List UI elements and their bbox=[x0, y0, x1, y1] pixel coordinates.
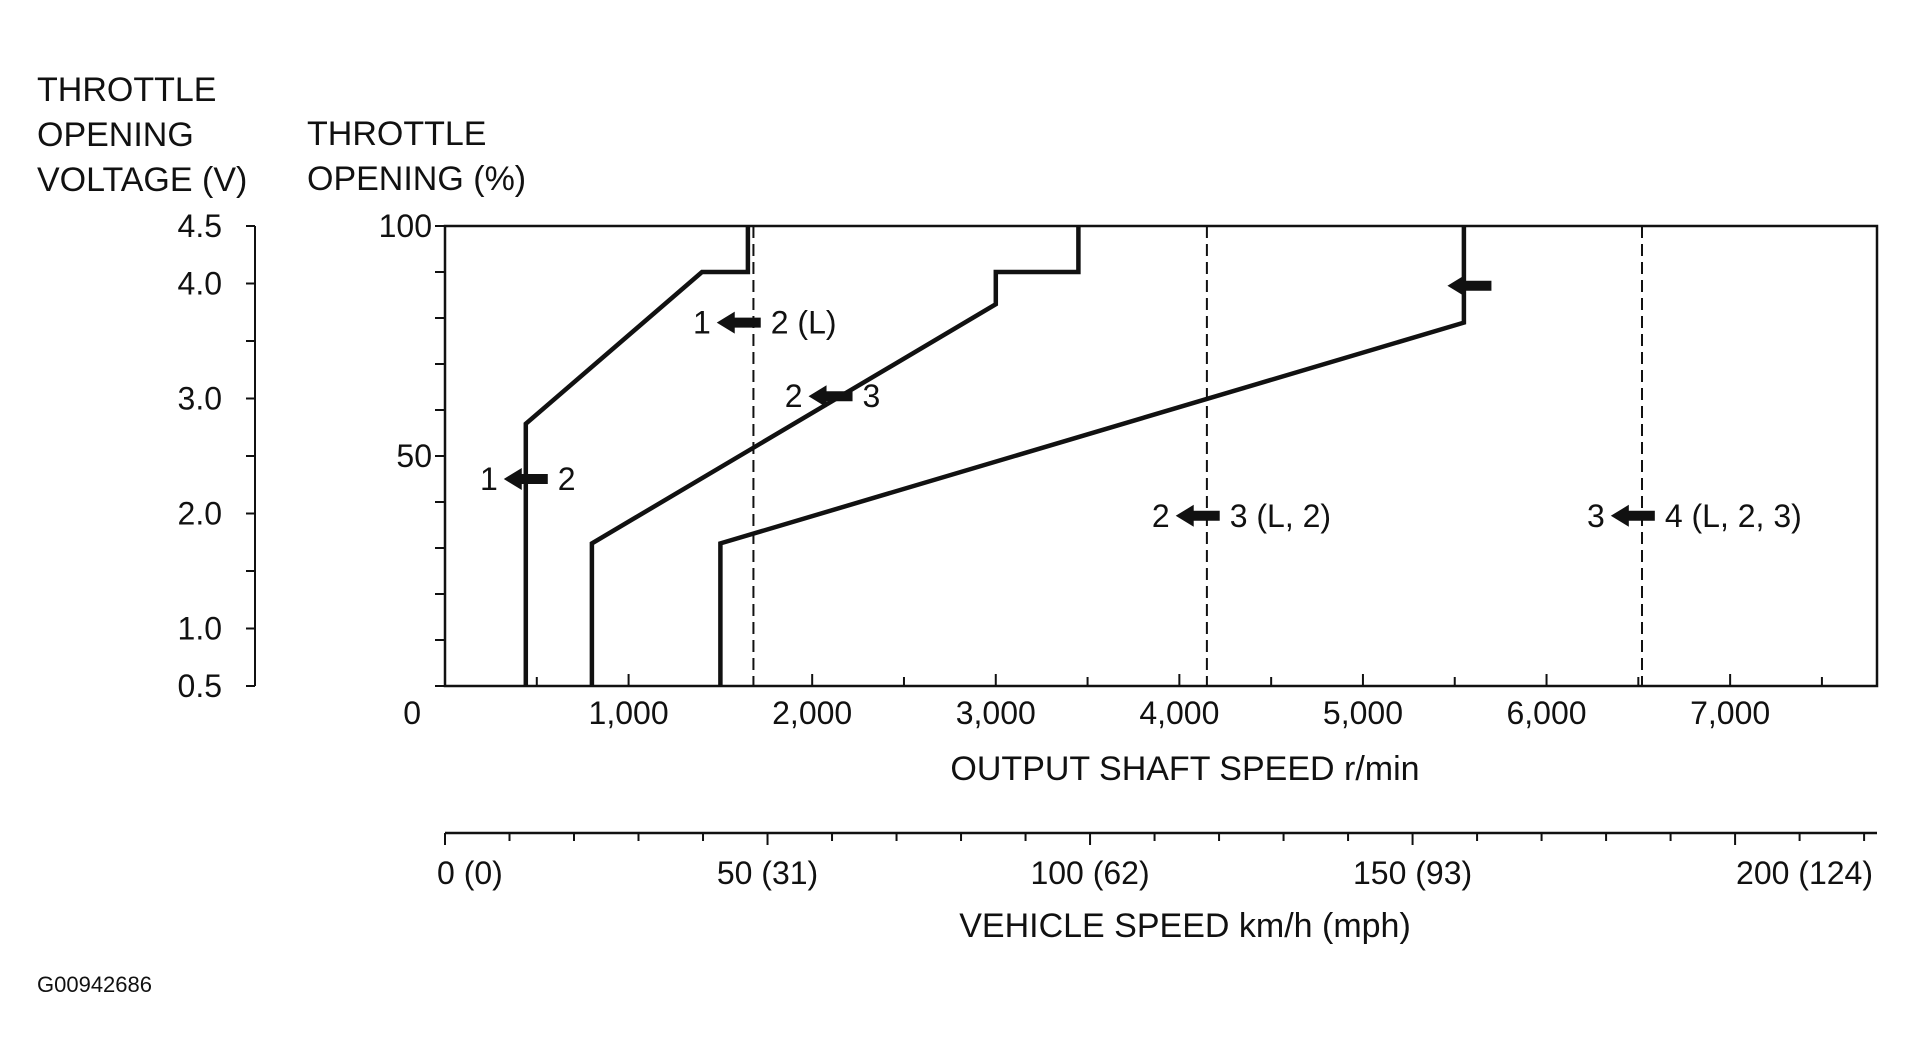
annotation-to: 2 bbox=[558, 461, 576, 497]
y-axis-label-line: THROTTLE bbox=[307, 115, 486, 153]
annotation-from: 1 bbox=[693, 305, 711, 341]
shift-annotation: 1 2 (L) bbox=[693, 305, 837, 341]
y-axis-label-line: OPENING (%) bbox=[307, 160, 526, 198]
vehicle-speed-axis-label: VEHICLE SPEED km/h (mph) bbox=[959, 907, 1411, 945]
speed-axis-tick-label: 150 (93) bbox=[1353, 855, 1472, 891]
annotation-from: 3 bbox=[1587, 498, 1605, 534]
x-axis-tick-label: 2,000 bbox=[772, 695, 852, 731]
x-axis-tick-label: 5,000 bbox=[1323, 695, 1403, 731]
left-axis-tick-label: 3.0 bbox=[178, 381, 222, 417]
speed-axis-tick-label: 100 (62) bbox=[1030, 855, 1149, 891]
left-axis-label: THROTTLE OPENING VOLTAGE (V) bbox=[37, 71, 247, 199]
plot-border bbox=[443, 224, 1879, 688]
speed-axis-tick-label: 200 (124) bbox=[1736, 855, 1873, 891]
left-arrow-icon bbox=[1610, 504, 1655, 527]
left-voltage-axis: 4.5 4.0 3.0 2.0 1.0 0.5 bbox=[178, 208, 256, 704]
left-axis-tick-label: 0.5 bbox=[178, 668, 222, 704]
upshift-line bbox=[589, 226, 1081, 686]
shift-annotation: 3 4 (L, 2, 3) bbox=[1587, 498, 1802, 534]
left-axis-tick-label: 4.0 bbox=[178, 266, 222, 302]
figure-id: G00942686 bbox=[37, 972, 152, 997]
annotation-to: 3 (L, 2) bbox=[1230, 498, 1331, 534]
shift-lines bbox=[523, 226, 1467, 686]
speed-axis-tick-label: 0 (0) bbox=[437, 855, 503, 891]
x-axis-label: OUTPUT SHAFT SPEED r/min bbox=[950, 750, 1419, 788]
x-axis-tick-label: 1,000 bbox=[589, 695, 669, 731]
annotation-from: 1 bbox=[480, 461, 498, 497]
upshift-line bbox=[718, 226, 1467, 686]
y-axis-tick-label: 0 bbox=[403, 695, 421, 731]
left-axis-label-line: OPENING bbox=[37, 116, 194, 154]
x-axis-tick-label: 3,000 bbox=[956, 695, 1036, 731]
left-arrow-icon bbox=[716, 311, 761, 334]
x-axis-tick-label: 7,000 bbox=[1690, 695, 1770, 731]
shift-annotation bbox=[1447, 274, 1492, 297]
throttle-opening-axis: 100 50 0 bbox=[379, 208, 445, 731]
y-axis-tick-label: 50 bbox=[396, 438, 432, 474]
speed-axis-tick-label: 50 (31) bbox=[717, 855, 818, 891]
plot-frame bbox=[443, 224, 1879, 688]
left-axis-label-line: THROTTLE bbox=[37, 71, 216, 109]
annotation-to: 3 bbox=[863, 378, 881, 414]
left-axis-label-line: VOLTAGE (V) bbox=[37, 161, 247, 199]
annotation-from: 2 bbox=[1152, 498, 1170, 534]
vehicle-speed-axis: 0 (0) 50 (31) 100 (62) 150 (93) 200 (124) bbox=[437, 831, 1877, 891]
left-arrow-icon bbox=[808, 385, 853, 408]
x-axis-tick-label: 6,000 bbox=[1506, 695, 1586, 731]
y-axis-label: THROTTLE OPENING (%) bbox=[307, 115, 526, 198]
upshift-line bbox=[523, 226, 751, 686]
dashed-lines bbox=[752, 226, 1644, 686]
y-axis-tick-label: 100 bbox=[379, 208, 432, 244]
left-arrow-icon bbox=[503, 468, 548, 490]
output-shaft-speed-axis: 1,000 2,000 3,000 4,000 5,000 6,000 7,000 bbox=[535, 674, 1823, 731]
annotation-to: 4 (L, 2, 3) bbox=[1665, 498, 1802, 534]
x-axis-tick-label: 4,000 bbox=[1139, 695, 1219, 731]
left-arrow-icon bbox=[1175, 504, 1220, 527]
annotation-from: 2 bbox=[785, 378, 803, 414]
left-axis-tick-label: 4.5 bbox=[178, 208, 222, 244]
left-arrow-icon bbox=[1447, 274, 1492, 297]
left-axis-tick-label: 1.0 bbox=[178, 611, 222, 647]
annotation-to: 2 (L) bbox=[771, 305, 837, 341]
shift-annotation: 2 3 (L, 2) bbox=[1152, 498, 1331, 534]
left-axis-tick-label: 2.0 bbox=[178, 496, 222, 532]
